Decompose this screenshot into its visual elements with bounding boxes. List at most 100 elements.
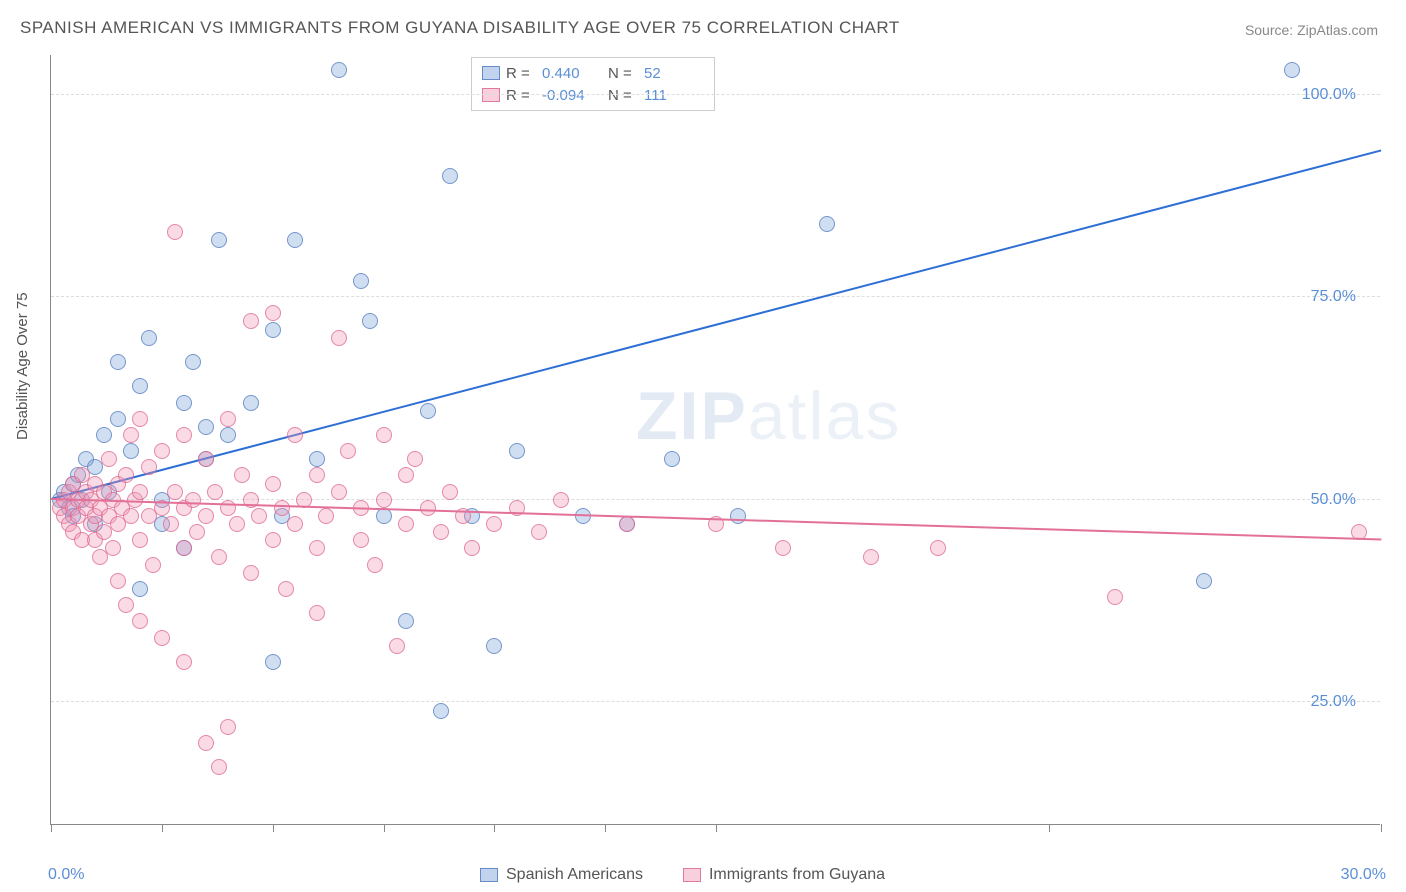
data-point [145,557,161,573]
data-point [265,322,281,338]
legend-row-a: R = 0.440 N = 52 [482,62,704,84]
data-point [389,638,405,654]
gridline [51,296,1380,297]
chart-title: SPANISH AMERICAN VS IMMIGRANTS FROM GUYA… [20,18,900,38]
data-point [198,508,214,524]
data-point [234,467,250,483]
data-point [154,630,170,646]
series-legend: Spanish Americans Immigrants from Guyana [480,866,885,884]
data-point [464,540,480,556]
data-point [220,411,236,427]
data-point [531,524,547,540]
data-point [287,427,303,443]
trend-line [51,498,1381,541]
data-point [132,484,148,500]
data-point [1107,589,1123,605]
data-point [309,540,325,556]
data-point [123,443,139,459]
data-point [132,411,148,427]
data-point [331,330,347,346]
x-tick [1381,824,1382,832]
swatch-b [683,868,701,882]
data-point [367,557,383,573]
x-tick [162,824,163,832]
data-point [509,443,525,459]
data-point [442,484,458,500]
x-tick [51,824,52,832]
data-point [141,459,157,475]
data-point [398,467,414,483]
data-point [176,540,192,556]
data-point [265,305,281,321]
data-point [167,484,183,500]
swatch-a [482,66,500,80]
data-point [110,354,126,370]
data-point [353,273,369,289]
data-point [176,395,192,411]
data-point [198,735,214,751]
data-point [189,524,205,540]
correlation-legend: R = 0.440 N = 52 R = -0.094 N = 111 [471,57,715,111]
scatter-plot: ZIPatlas R = 0.440 N = 52 R = -0.094 N =… [50,55,1380,825]
data-point [309,605,325,621]
data-point [930,540,946,556]
x-tick [716,824,717,832]
data-point [167,224,183,240]
data-point [619,516,635,532]
data-point [251,508,267,524]
data-point [110,573,126,589]
data-point [486,516,502,532]
data-point [220,719,236,735]
data-point [309,451,325,467]
gridline [51,701,1380,702]
data-point [398,516,414,532]
x-tick [1049,824,1050,832]
data-point [198,419,214,435]
data-point [211,232,227,248]
data-point [96,427,112,443]
data-point [318,508,334,524]
legend-row-b: R = -0.094 N = 111 [482,84,704,106]
legend-item-a: Spanish Americans [480,866,643,884]
data-point [398,613,414,629]
legend-item-b: Immigrants from Guyana [683,866,885,884]
data-point [105,540,121,556]
data-point [309,467,325,483]
data-point [407,451,423,467]
data-point [376,492,392,508]
data-point [198,451,214,467]
data-point [185,492,201,508]
x-tick [384,824,385,832]
data-point [553,492,569,508]
watermark: ZIPatlas [636,377,901,455]
x-tick [494,824,495,832]
data-point [442,168,458,184]
data-point [340,443,356,459]
data-point [265,476,281,492]
y-tick-label: 50.0% [1311,491,1356,509]
data-point [362,313,378,329]
data-point [420,403,436,419]
data-point [331,62,347,78]
data-point [123,427,139,443]
data-point [154,443,170,459]
y-axis-label: Disability Age Over 75 [14,292,31,440]
data-point [376,427,392,443]
data-point [185,354,201,370]
data-point [433,524,449,540]
y-tick-label: 100.0% [1302,86,1356,104]
data-point [265,532,281,548]
data-point [132,378,148,394]
data-point [376,508,392,524]
data-point [211,549,227,565]
swatch-b [482,88,500,102]
data-point [819,216,835,232]
data-point [1284,62,1300,78]
data-point [132,613,148,629]
data-point [118,467,134,483]
data-point [132,581,148,597]
data-point [265,654,281,670]
data-point [176,427,192,443]
data-point [243,395,259,411]
data-point [664,451,680,467]
